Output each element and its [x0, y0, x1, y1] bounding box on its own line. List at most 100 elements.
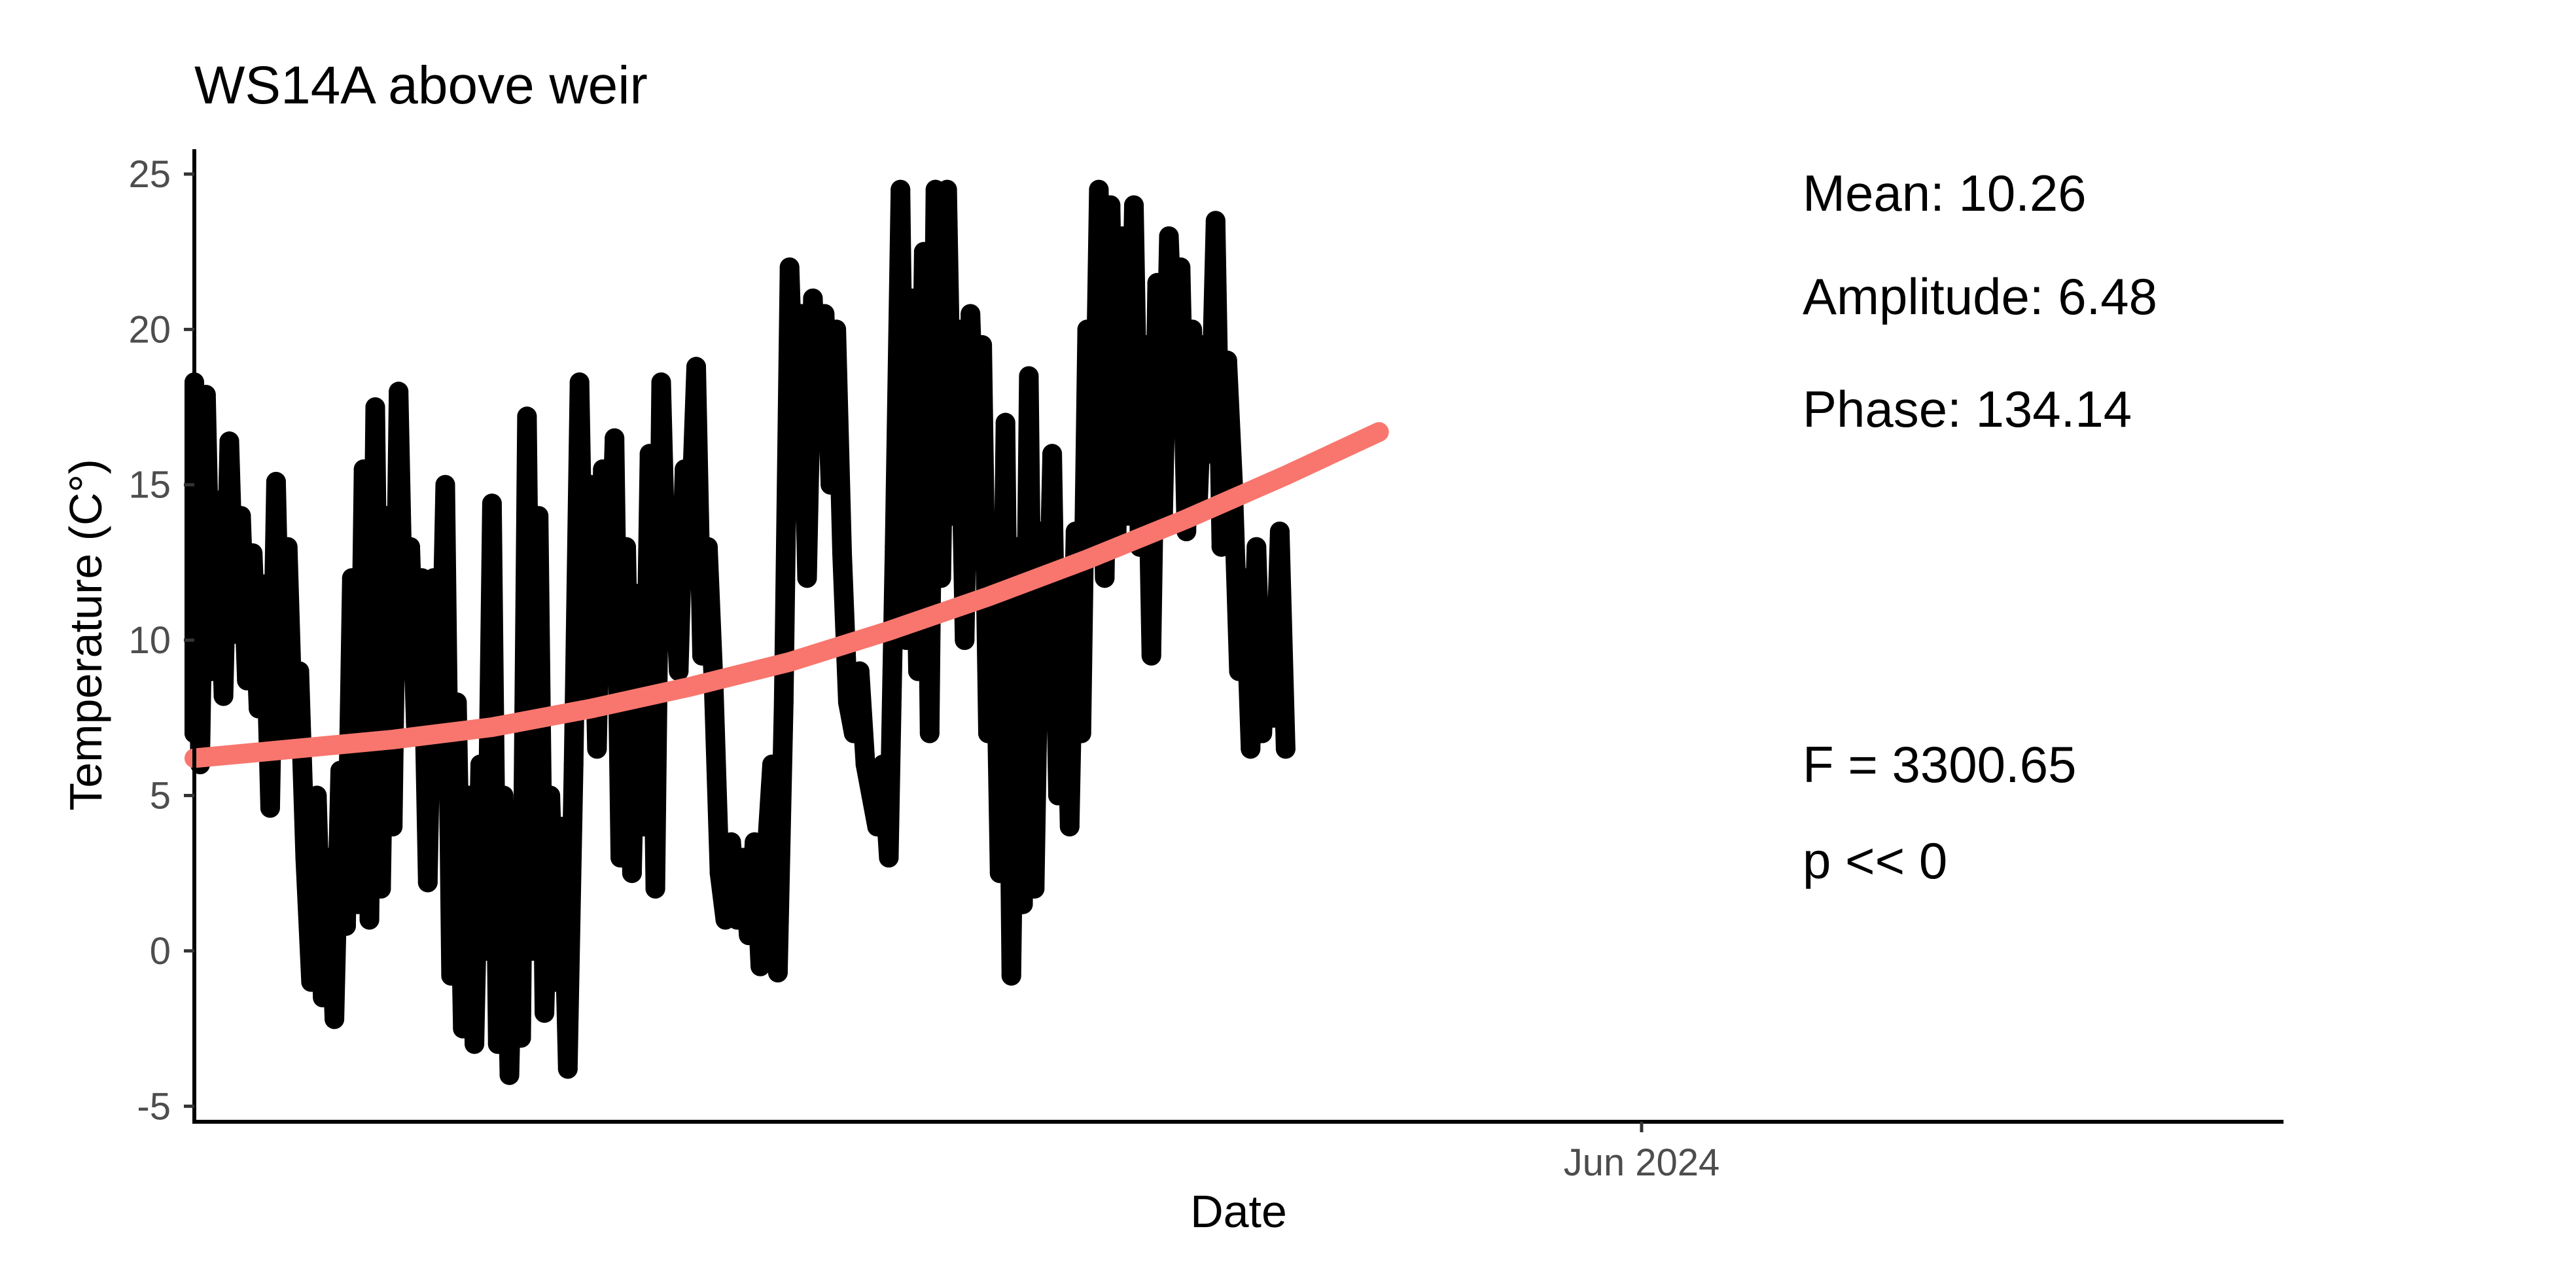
data-point: [336, 916, 356, 936]
data-point: [225, 624, 245, 644]
fitted-curve: [185, 422, 1389, 768]
data-point: [1264, 707, 1284, 728]
data-point: [237, 670, 257, 690]
data-point: [196, 385, 216, 405]
data-point: [429, 755, 450, 774]
data-point: [983, 522, 1004, 541]
data-point: [487, 1034, 508, 1054]
data-point: [908, 661, 928, 681]
data-point: [295, 848, 315, 868]
data-point: [1258, 599, 1279, 619]
data-point: [231, 506, 251, 526]
y-tick-label: 10: [128, 619, 171, 662]
data-point: [989, 863, 1010, 884]
data-point: [1159, 226, 1179, 246]
data-point: [663, 537, 683, 557]
data-point: [832, 543, 852, 564]
data-point: [470, 755, 490, 774]
y-tick-label: 0: [150, 930, 171, 973]
data-point: [902, 288, 922, 308]
data-point: [1275, 739, 1296, 759]
data-point: [645, 878, 665, 899]
data-point: [1101, 195, 1121, 215]
data-point: [383, 817, 403, 836]
data-point: [919, 723, 940, 743]
data-point: [1246, 537, 1267, 557]
data-point: [809, 428, 829, 448]
data-point: [1019, 366, 1039, 386]
data-point: [1194, 335, 1214, 355]
data-point: [1217, 350, 1237, 370]
data-point: [389, 382, 409, 402]
p-value-annotation: p << 0: [1803, 832, 1947, 889]
data-point: [891, 179, 911, 200]
data-point: [319, 848, 339, 868]
data-point: [838, 692, 858, 713]
data-point: [727, 910, 747, 930]
mean-annotation: Mean: 10.26: [1803, 164, 2087, 222]
data-point: [627, 583, 648, 603]
data-point: [861, 785, 881, 806]
data-point: [476, 940, 496, 961]
data-point: [1036, 692, 1057, 713]
data-point: [855, 755, 875, 774]
plot-area: [185, 179, 1389, 1085]
data-point: [1182, 319, 1203, 340]
data-point: [313, 988, 333, 1008]
data-point: [499, 1065, 520, 1085]
data-point: [342, 568, 362, 588]
data-point: [260, 798, 280, 818]
x-tick-label: Jun 2024: [1564, 1141, 1720, 1184]
data-point: [1241, 739, 1261, 759]
data-point: [639, 444, 660, 464]
chart-title: WS14A above weir: [194, 56, 648, 115]
data-point: [593, 459, 613, 479]
data-point: [307, 785, 327, 806]
data-point: [1229, 661, 1249, 681]
data-point: [651, 372, 671, 393]
data-point: [266, 472, 286, 492]
y-tick-label: 25: [128, 153, 171, 196]
data-point: [423, 568, 444, 588]
data-point: [395, 661, 415, 681]
data-point: [1235, 568, 1255, 588]
data-point: [966, 474, 987, 495]
data-point: [686, 357, 706, 377]
data-point: [1112, 226, 1133, 246]
data-point: [301, 972, 321, 992]
data-point: [202, 661, 222, 681]
data-point: [995, 412, 1015, 433]
data-point: [517, 406, 537, 427]
data-point: [867, 817, 887, 836]
data-point: [546, 972, 566, 992]
data-point: [978, 723, 998, 743]
observation-trace: [185, 179, 1296, 1085]
data-point: [347, 894, 368, 914]
data-point: [913, 241, 934, 262]
data-point: [1013, 894, 1033, 914]
data-point: [581, 474, 601, 495]
y-axis: 25 20 15 10 5 0 -5: [128, 153, 194, 1128]
data-point: [943, 506, 963, 526]
data-point: [330, 760, 350, 781]
data-point: [482, 493, 502, 514]
data-point: [459, 785, 479, 806]
data-point: [289, 661, 309, 681]
y-tick-label: 20: [128, 308, 171, 351]
data-point: [325, 1009, 345, 1029]
data-point: [1095, 568, 1115, 588]
data-point: [493, 785, 514, 806]
y-tick-label: -5: [137, 1085, 171, 1128]
data-point: [277, 537, 298, 557]
data-point: [243, 543, 263, 564]
data-point: [1124, 195, 1144, 215]
data-point: [1031, 522, 1051, 541]
data-point: [1089, 179, 1109, 200]
data-point: [1147, 273, 1167, 293]
data-point: [353, 459, 374, 479]
data-point: [1065, 522, 1085, 541]
data-point: [721, 832, 741, 852]
data-point: [400, 537, 420, 557]
y-tick-label: 5: [150, 775, 171, 817]
data-point: [785, 444, 805, 464]
